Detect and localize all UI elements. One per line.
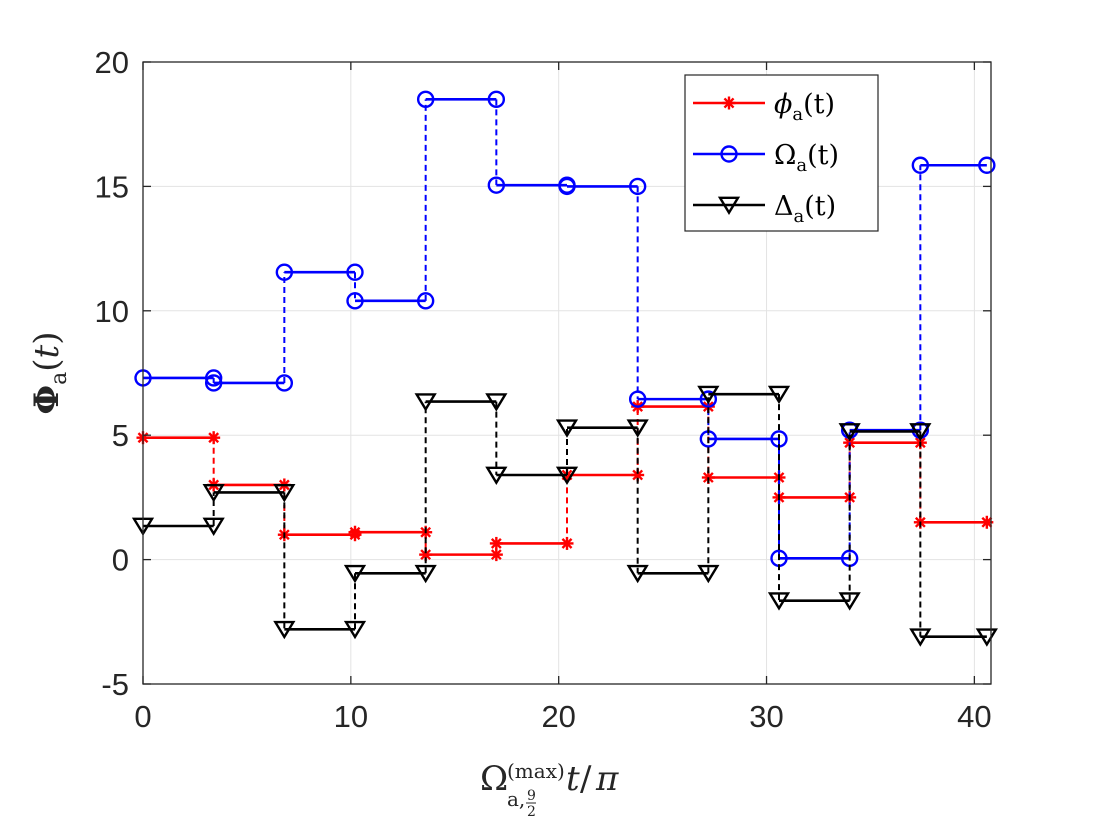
data-point [626,564,649,584]
data-point [697,385,720,405]
data-point [628,390,647,408]
x-axis-label-sub-den: 2 [527,804,536,820]
x-tick-label: 40 [957,699,991,734]
x-axis-label-t: t [566,759,580,799]
y-axis-label-paren-close: ) [27,332,67,345]
data-point [555,466,579,485]
series-Delta_a [131,385,998,647]
legend: ϕa(t) Ωa(t) Δa(t) [684,74,879,232]
x-tick-label: 0 [134,699,151,734]
data-point [489,548,503,562]
data-point [207,431,221,445]
legend-entry-Omega_a: Ωa(t) [693,140,839,176]
y-tick-label: 0 [112,543,129,578]
data-point [980,515,994,529]
data-point [909,423,932,442]
data-point [416,90,435,109]
data-point [273,484,296,503]
y-tick-label: 15 [95,169,129,204]
data-point [697,564,720,584]
data-point [346,263,364,281]
data-point [343,564,367,584]
data-point [204,369,223,387]
x-tick-label: 30 [749,699,783,734]
data-point [767,385,791,405]
y-axis-label: Φa(t) [27,332,72,415]
plot-border [142,61,992,685]
x-axis-label: Ω (max) a, 9 2 t / π [480,759,619,820]
x-axis-label-omega: Ω [480,759,508,799]
legend-marker [717,196,741,215]
data-point [487,90,506,109]
y-tick-label: 20 [95,45,129,80]
data-point [558,177,576,196]
y-tick-label: 10 [95,294,129,329]
data-point [485,466,508,485]
legend-label: Ωa(t) [774,140,839,176]
data-point [767,592,791,611]
data-point [204,374,223,392]
data-point [978,156,996,174]
data-point [348,525,362,539]
x-axis-label-pi: π [595,759,619,799]
x-axis-label-sub-num: 9 [527,788,536,804]
data-point [489,536,503,550]
y-axis-label-sub: a [47,372,72,385]
x-axis-label-sup: (max) [507,759,565,783]
data-point [416,292,435,310]
data-point [275,374,294,392]
data-point [275,263,294,281]
x-tick-label: 20 [541,699,575,734]
y-tick-label: -5 [101,667,129,702]
legend-marker [722,96,736,110]
data-point [202,517,225,536]
data-point [838,592,861,611]
data-point [273,620,296,640]
legend-label: Δa(t) [774,191,836,227]
data-point [699,390,718,408]
y-axis-label-var: t [27,344,67,358]
data-point [628,177,647,196]
data-point [202,484,225,503]
legend-label: ϕa(t) [774,89,835,125]
data-point [626,419,649,438]
x-axis-label-sub: a, [507,787,525,811]
data-point [909,628,932,647]
data-point [414,393,437,412]
y-axis-label-main: Φ [27,385,67,415]
data-point [485,393,508,412]
data-point [838,423,861,442]
legend-entry-Delta_a: Δa(t) [693,191,836,227]
data-point [560,536,574,550]
legend-marker [720,145,738,163]
data-point [414,564,437,584]
data-point [911,156,930,174]
data-point [346,292,364,310]
legend-entry-phi_a: ϕa(t) [693,89,835,125]
data-point [555,419,579,438]
data-point [487,176,506,194]
x-axis-label-slash: / [580,759,592,799]
x-tick-label: 10 [334,699,368,734]
data-point [343,620,367,640]
y-tick-label: 5 [112,418,129,453]
y-axis-label-paren-open: ( [27,358,67,371]
